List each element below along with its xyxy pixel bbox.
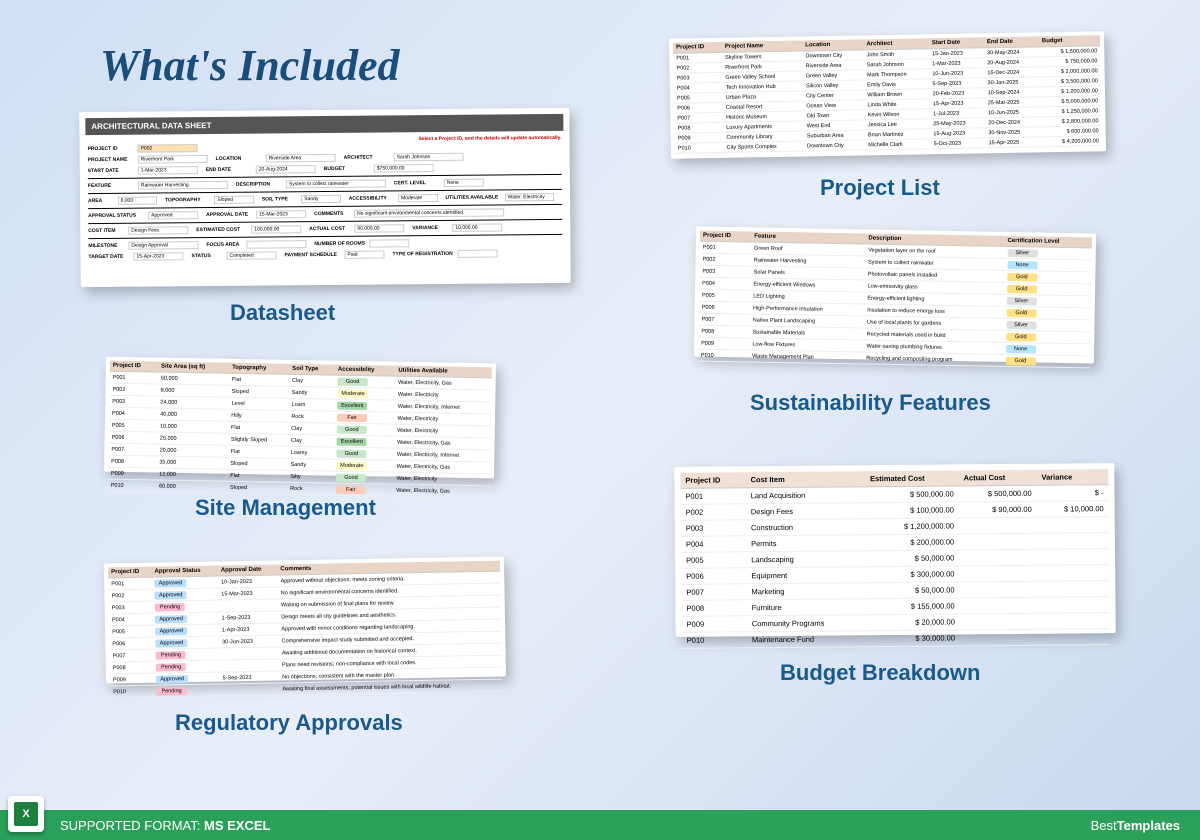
ds-arch-value: Sarah Johnson: [394, 153, 464, 162]
footer-brand: BestTemplates: [1091, 818, 1180, 833]
budget-card: Project IDCost ItemEstimated CostActual …: [674, 463, 1115, 637]
sitemgmt-card: Project IDSite Area (sq ft)TopographySoi…: [104, 357, 496, 479]
ds-nr-label: NUMBER OF ROOMS: [314, 241, 369, 247]
ds-loc-label: LOCATION: [216, 156, 266, 162]
projlist-label: Project List: [820, 175, 940, 201]
ds-var-label: VARIANCE: [412, 225, 452, 231]
ds-feat-value: Rainwater Harvesting: [138, 181, 228, 190]
ds-act-label: ACTUAL COST: [309, 226, 354, 232]
ds-ci-label: COST ITEM: [88, 228, 128, 234]
ds-td-value: 15-Apr-2023: [133, 252, 183, 260]
sitemgmt-label: Site Management: [195, 495, 376, 521]
ds-st-value: Completed: [226, 251, 276, 259]
budget-label: Budget Breakdown: [780, 660, 980, 686]
excel-icon: X: [8, 796, 44, 832]
ds-desc-value: System to collect rainwater: [286, 179, 386, 188]
ds-end-value: 20-Aug-2024: [256, 165, 316, 174]
ds-cert-value: None: [444, 179, 484, 187]
brand-suffix: Templates: [1117, 818, 1180, 833]
datasheet-note: Select a Project ID, and the details wil…: [418, 135, 561, 142]
ds-util-value: Water, Electricity: [505, 193, 554, 201]
page-title: What's Included: [100, 40, 400, 91]
ds-arch-label: ARCHITECT: [344, 154, 394, 160]
ds-end-label: END DATE: [206, 167, 256, 173]
footer-format-label: SUPPORTED FORMAT:: [60, 818, 200, 833]
ds-loc-value: Riverside Area: [266, 154, 336, 163]
ds-fa-label: FOCUS AREA: [206, 242, 246, 248]
ds-act-value: 90,000.00: [354, 224, 404, 232]
ds-est-label: ESTIMATED COST: [196, 227, 251, 233]
ds-budget-value: $750,000.00: [374, 164, 434, 173]
ds-budget-label: BUDGET: [324, 166, 374, 172]
ds-ms-value: Design Approval: [128, 241, 198, 250]
ds-as-value: Approved: [148, 211, 198, 219]
regappr-card: Project IDApproval StatusApproval DateCo…: [104, 557, 506, 684]
ds-projid-label: PROJECT ID: [88, 146, 138, 152]
ds-topo-label: TOPOGRAPHY: [165, 197, 214, 203]
footer-bar: SUPPORTED FORMAT: MS EXCEL BestTemplates: [0, 810, 1200, 840]
ds-com-label: COMMENTS: [314, 211, 354, 217]
ds-ad-label: APPROVAL DATE: [206, 212, 256, 218]
regappr-table: Project IDApproval StatusApproval DateCo…: [108, 561, 502, 699]
ds-st-label: STATUS: [191, 253, 226, 259]
ds-tr-label: TYPE OF REGISTRATION: [392, 251, 457, 258]
ds-util-label: UTILITIES AVAILABLE: [445, 194, 504, 201]
ds-ci-value: Design Fees: [128, 226, 188, 235]
ds-var-value: 10,000.00: [452, 223, 502, 231]
ds-soil-label: SOIL TYPE: [262, 196, 301, 202]
footer-format-value: MS EXCEL: [204, 818, 270, 833]
ds-cert-label: CERT. LEVEL: [394, 180, 444, 186]
ds-td-label: TARGET DATE: [88, 254, 133, 260]
ds-projid-value: P002: [138, 144, 198, 153]
brand-prefix: Best: [1091, 818, 1117, 833]
excel-glyph: X: [14, 802, 38, 826]
ds-projname-label: PROJECT NAME: [88, 157, 138, 163]
projlist-card: Project IDProject NameLocationArchitectS…: [669, 31, 1106, 159]
ds-nr-value: [369, 239, 409, 247]
ds-ms-label: MILESTONE: [88, 243, 128, 249]
sustain-label: Sustainability Features: [750, 390, 991, 416]
ds-acc-value: Moderate: [398, 194, 438, 202]
ds-est-value: 100,000.00: [251, 225, 301, 233]
ds-com-value: No significant environmental concerns id…: [354, 208, 504, 217]
ds-soil-value: Sandy: [301, 195, 341, 203]
sustain-card: Project IDFeatureDescriptionCertificatio…: [694, 227, 1096, 364]
ds-projname-value: Riverfront Park: [138, 155, 208, 164]
ds-desc-label: DESCRIPTION: [236, 181, 286, 187]
ds-ad-value: 15-Mar-2023: [256, 210, 306, 218]
ds-ps-value: Paid: [344, 250, 384, 258]
ds-start-label: START DATE: [88, 168, 138, 174]
projlist-table: Project IDProject NameLocationArchitectS…: [673, 35, 1102, 153]
ds-start-value: 1-Mar-2023: [138, 166, 198, 175]
sitemgmt-table: Project IDSite Area (sq ft)TopographySoi…: [108, 361, 492, 499]
ds-as-label: APPROVAL STATUS: [88, 213, 148, 220]
ds-tr-value: [457, 249, 497, 257]
ds-feat-label: FEATURE: [88, 183, 138, 189]
ds-ps-label: PAYMENT SCHEDULE: [284, 252, 344, 259]
ds-area-label: AREA: [88, 198, 118, 204]
ds-fa-value: [246, 240, 306, 249]
ds-area-value: 8,000: [118, 196, 158, 204]
sustain-table: Project IDFeatureDescriptionCertificatio…: [698, 231, 1092, 369]
budget-table: Project IDCost ItemEstimated CostActual …: [680, 469, 1110, 649]
ds-topo-value: Sloped: [214, 196, 254, 204]
regappr-label: Regulatory Approvals: [175, 710, 403, 736]
datasheet-card: ARCHITECTURAL DATA SHEET Select a Projec…: [79, 108, 571, 287]
ds-acc-label: ACCESSIBILITY: [349, 195, 398, 201]
datasheet-label: Datasheet: [230, 300, 335, 326]
